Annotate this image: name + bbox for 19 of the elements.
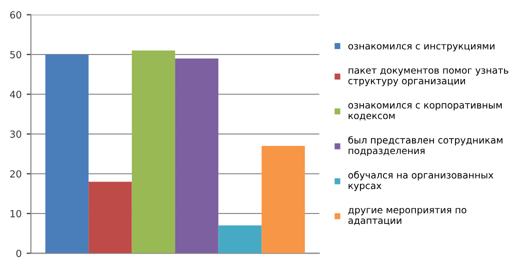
legend-label: пакет документов помог узнать структуру организации — [348, 68, 508, 86]
legend-label: был представлен сотрудникам подразделения — [348, 136, 502, 156]
y-tick-label: 60 — [10, 11, 22, 19]
y-tick-label: 40 — [10, 90, 22, 98]
y-tick-label: 30 — [10, 130, 22, 138]
y-tick-label: 50 — [10, 50, 22, 58]
bar — [175, 58, 218, 254]
bar — [45, 54, 89, 254]
legend-label: другие мероприятия по адаптации — [348, 208, 466, 226]
bar — [218, 225, 262, 254]
bar — [262, 146, 305, 254]
y-tick-label: 20 — [10, 170, 22, 178]
legend-label: ознакомился с инструкциями — [348, 44, 494, 52]
y-tick-label: 0 — [16, 250, 22, 258]
bar — [88, 182, 132, 254]
legend-label: ознакомился с корпоративным кодексом — [348, 103, 502, 120]
legend-label: обучался на организованных курсах — [348, 171, 494, 191]
y-tick-label: 10 — [10, 210, 22, 218]
bar — [132, 50, 176, 254]
